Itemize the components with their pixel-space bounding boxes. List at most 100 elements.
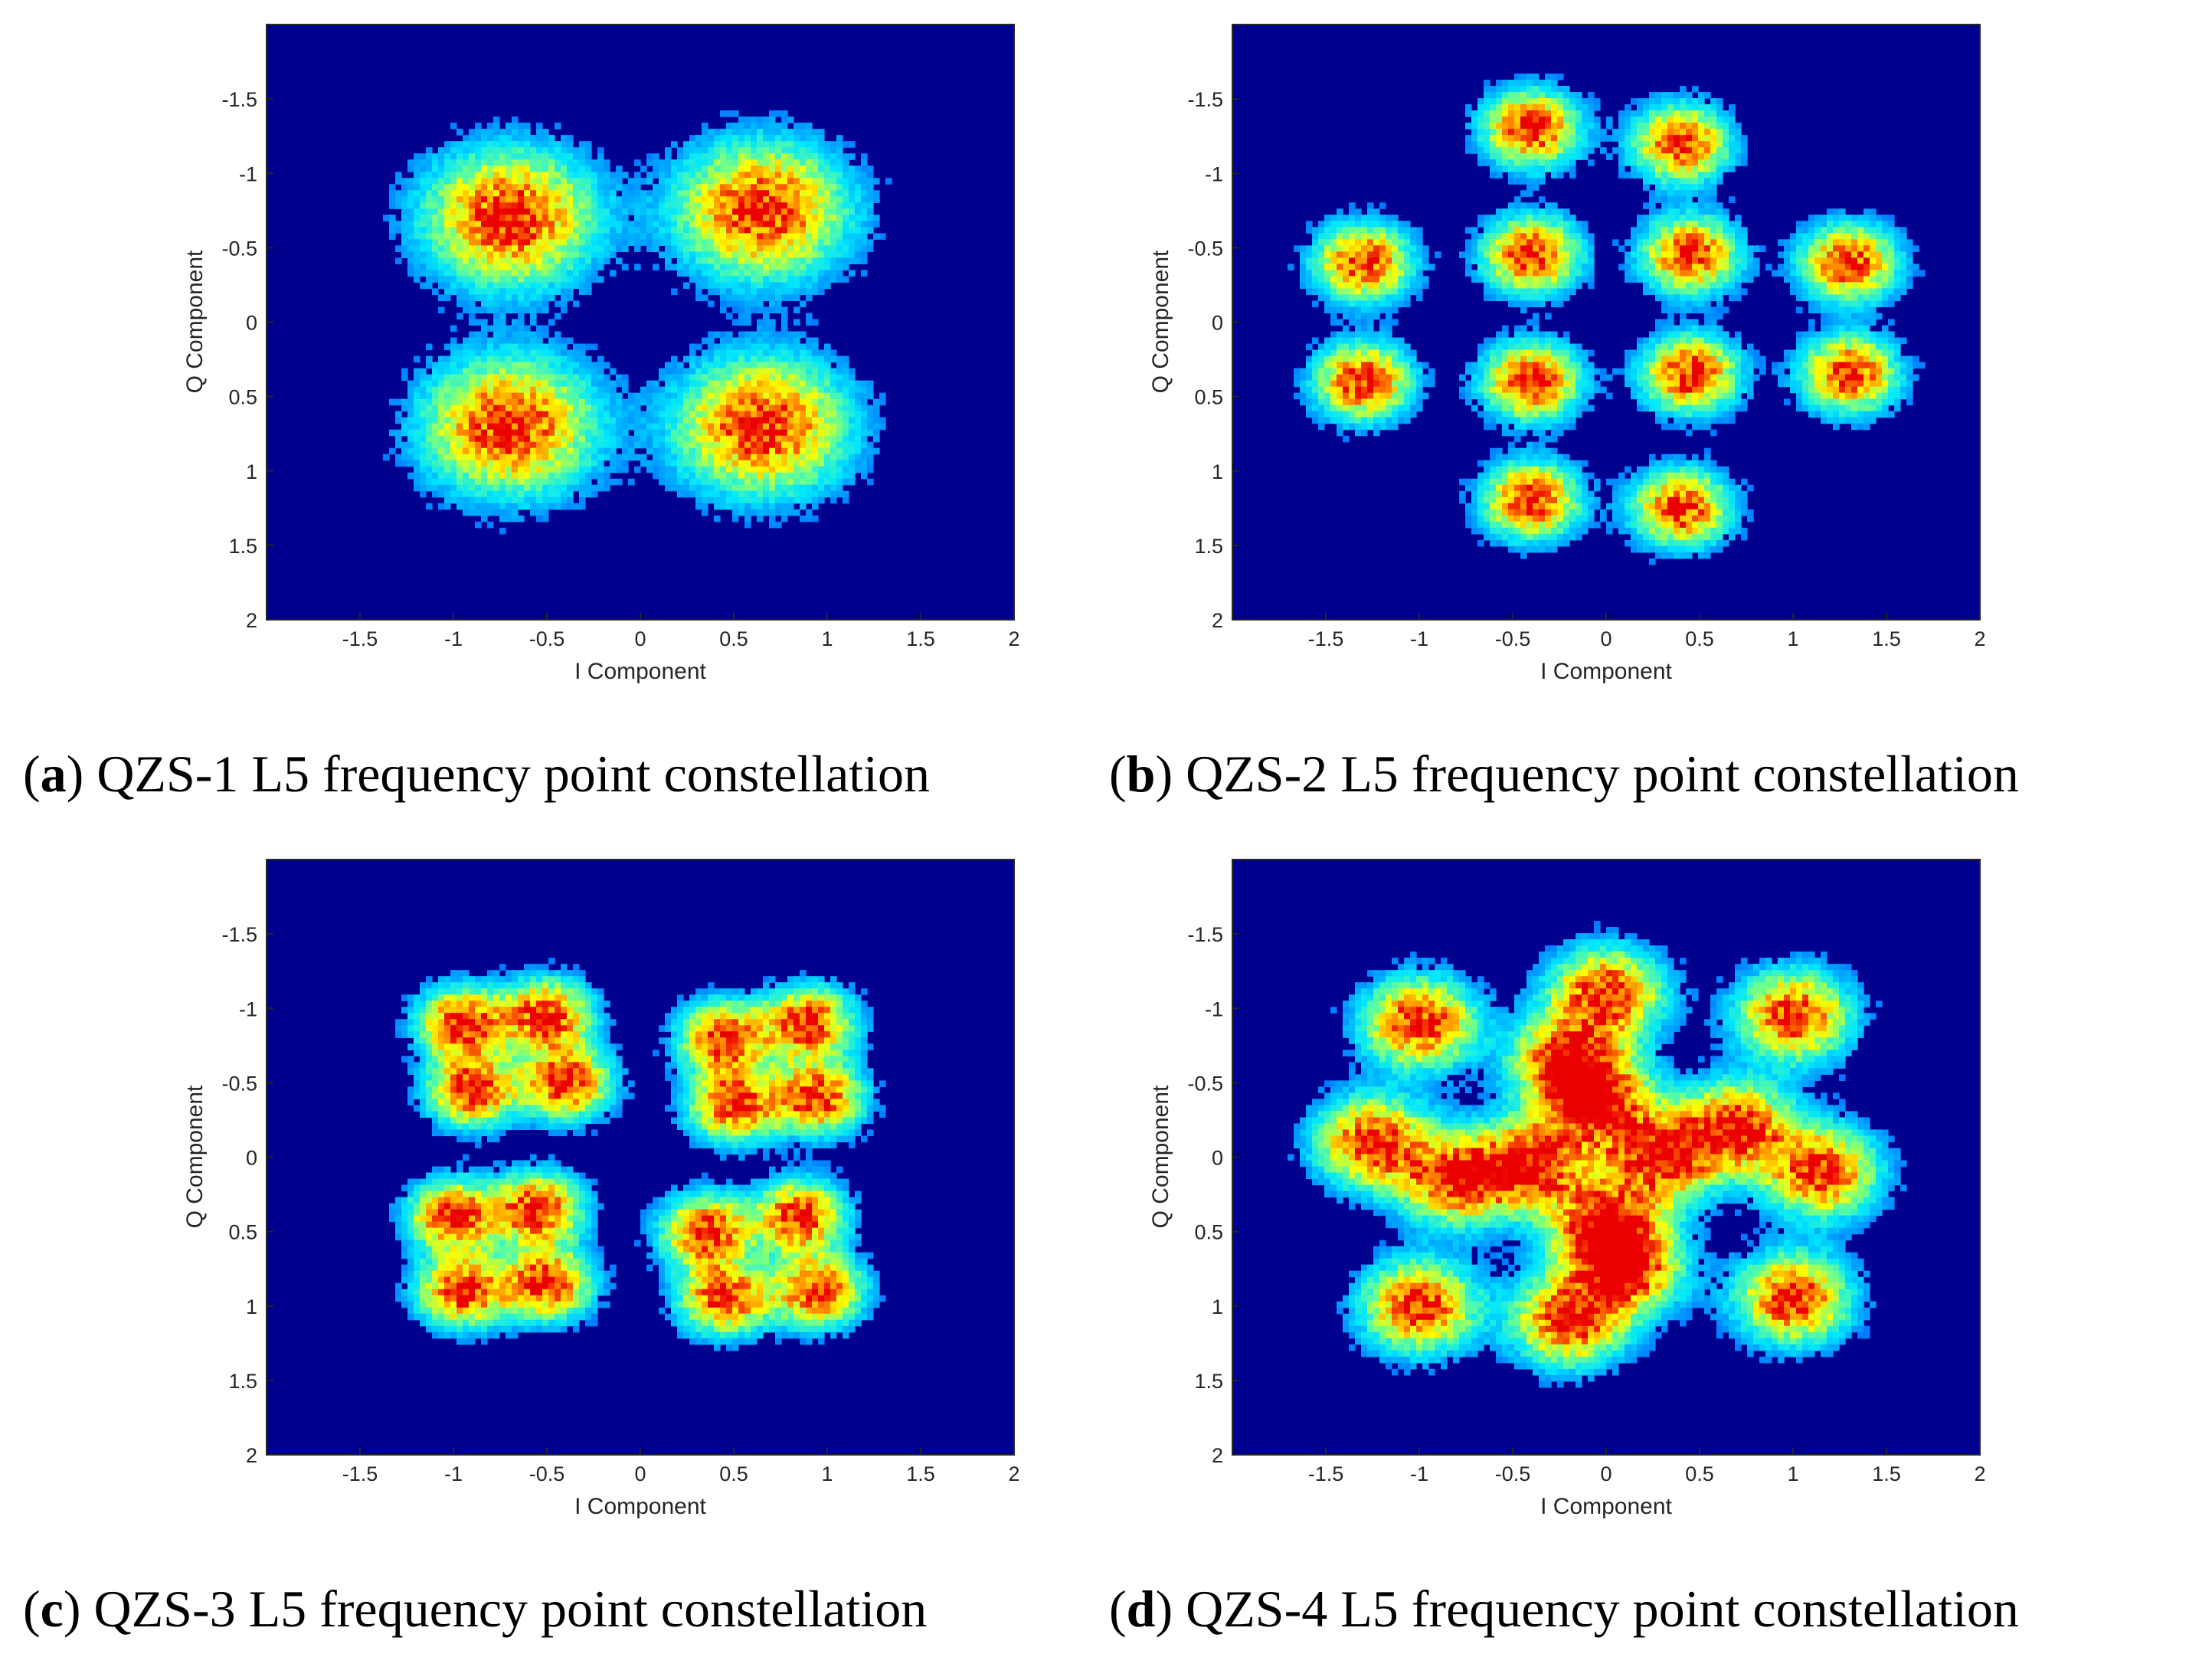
heat-cell <box>812 472 819 480</box>
heat-cell <box>438 190 445 197</box>
heat-cell <box>604 429 610 437</box>
heat-cell <box>1502 208 1509 215</box>
heat-cell <box>1814 221 1821 228</box>
heat-cell <box>616 404 623 412</box>
heat-cell <box>695 441 702 449</box>
heat-cell <box>518 313 525 320</box>
heat-cell <box>1686 178 1693 185</box>
heat-cell <box>659 478 666 486</box>
heat-cell <box>1569 172 1576 178</box>
heat-cell <box>1477 135 1484 142</box>
heat-cell <box>524 215 531 221</box>
heat-cell <box>751 435 758 443</box>
heat-cell <box>720 496 727 504</box>
heat-cell <box>506 227 512 234</box>
heat-cell <box>536 441 543 449</box>
heat-cell <box>469 227 476 234</box>
heat-cell <box>830 227 837 234</box>
heat-cell <box>567 447 574 455</box>
heat-cell <box>597 460 604 467</box>
heat-cell <box>726 165 733 172</box>
heat-cell <box>769 368 776 375</box>
heat-cell <box>499 435 506 443</box>
heat-cell <box>463 411 470 418</box>
heat-cell <box>1674 178 1680 185</box>
heat-cell <box>732 503 739 510</box>
heat-cell <box>530 294 537 302</box>
heat-cell <box>506 362 512 369</box>
heat-cell <box>444 362 451 369</box>
heat-cell <box>1490 98 1497 105</box>
heat-cell <box>463 215 470 221</box>
heat-cell <box>787 202 794 209</box>
heat-cell <box>702 435 708 443</box>
heat-cell <box>1870 233 1877 240</box>
heat-cell <box>487 172 494 178</box>
heat-cell <box>414 411 420 418</box>
heat-cell <box>757 368 764 375</box>
heat-cell <box>530 319 537 326</box>
heat-cell <box>640 454 647 461</box>
heat-cell <box>751 478 758 486</box>
heat-cell <box>1618 153 1625 160</box>
heat-cell <box>781 288 788 296</box>
heat-cell <box>616 165 623 172</box>
heat-cell <box>1851 215 1858 221</box>
heat-cell <box>1704 196 1711 203</box>
heat-cell <box>1502 153 1509 160</box>
heat-cell <box>561 404 568 412</box>
heat-cell <box>702 178 708 185</box>
heat-cell <box>579 441 586 449</box>
heat-cell <box>579 404 586 412</box>
heat-cell <box>720 300 727 308</box>
heat-cell <box>867 208 874 215</box>
heat-cell <box>1318 233 1325 240</box>
heat-cell <box>843 172 849 178</box>
heat-cell <box>536 386 543 394</box>
heat-cell <box>781 423 788 431</box>
heat-cell <box>469 172 476 178</box>
heat-cell <box>1839 221 1846 228</box>
heat-cell <box>1502 227 1509 234</box>
heat-cell <box>769 362 776 369</box>
heat-cell <box>585 490 592 498</box>
heat-cell <box>530 233 537 240</box>
heat-cell <box>1710 153 1717 160</box>
heat-cell <box>836 141 843 148</box>
heat-cell <box>800 331 807 339</box>
heat-cell <box>714 282 721 290</box>
heat-cell <box>879 417 886 424</box>
heat-cell <box>1796 239 1803 246</box>
heat-cell <box>518 276 525 283</box>
heat-cell <box>646 239 653 246</box>
heat-cell <box>879 392 886 400</box>
heat-cell <box>775 447 782 455</box>
heat-cell <box>1729 159 1736 166</box>
heat-cell <box>732 466 739 473</box>
heat-cell <box>708 190 715 197</box>
heat-cell <box>1741 153 1748 160</box>
heat-cell <box>1704 153 1711 160</box>
heat-cell <box>506 380 512 388</box>
heat-cell <box>806 276 813 283</box>
heat-cell <box>769 294 776 302</box>
heat-cell <box>1698 147 1705 154</box>
heat-cell <box>487 496 494 504</box>
heat-cell <box>751 172 758 178</box>
heat-cell <box>622 374 629 382</box>
heat-cell <box>506 515 512 522</box>
heat-cell <box>1674 141 1680 148</box>
heat-cell <box>561 196 568 203</box>
heat-cell <box>579 386 586 394</box>
heat-cell <box>481 515 488 522</box>
heat-cell <box>487 215 494 221</box>
heat-cell <box>432 374 439 382</box>
heat-cell <box>481 135 488 142</box>
heat-cell <box>1698 141 1705 148</box>
heat-cell <box>720 417 727 424</box>
heat-cell <box>794 447 800 455</box>
heat-cell <box>689 257 696 264</box>
heat-cell <box>646 423 653 431</box>
heat-cell <box>1533 227 1540 234</box>
heat-cell <box>1674 172 1680 178</box>
